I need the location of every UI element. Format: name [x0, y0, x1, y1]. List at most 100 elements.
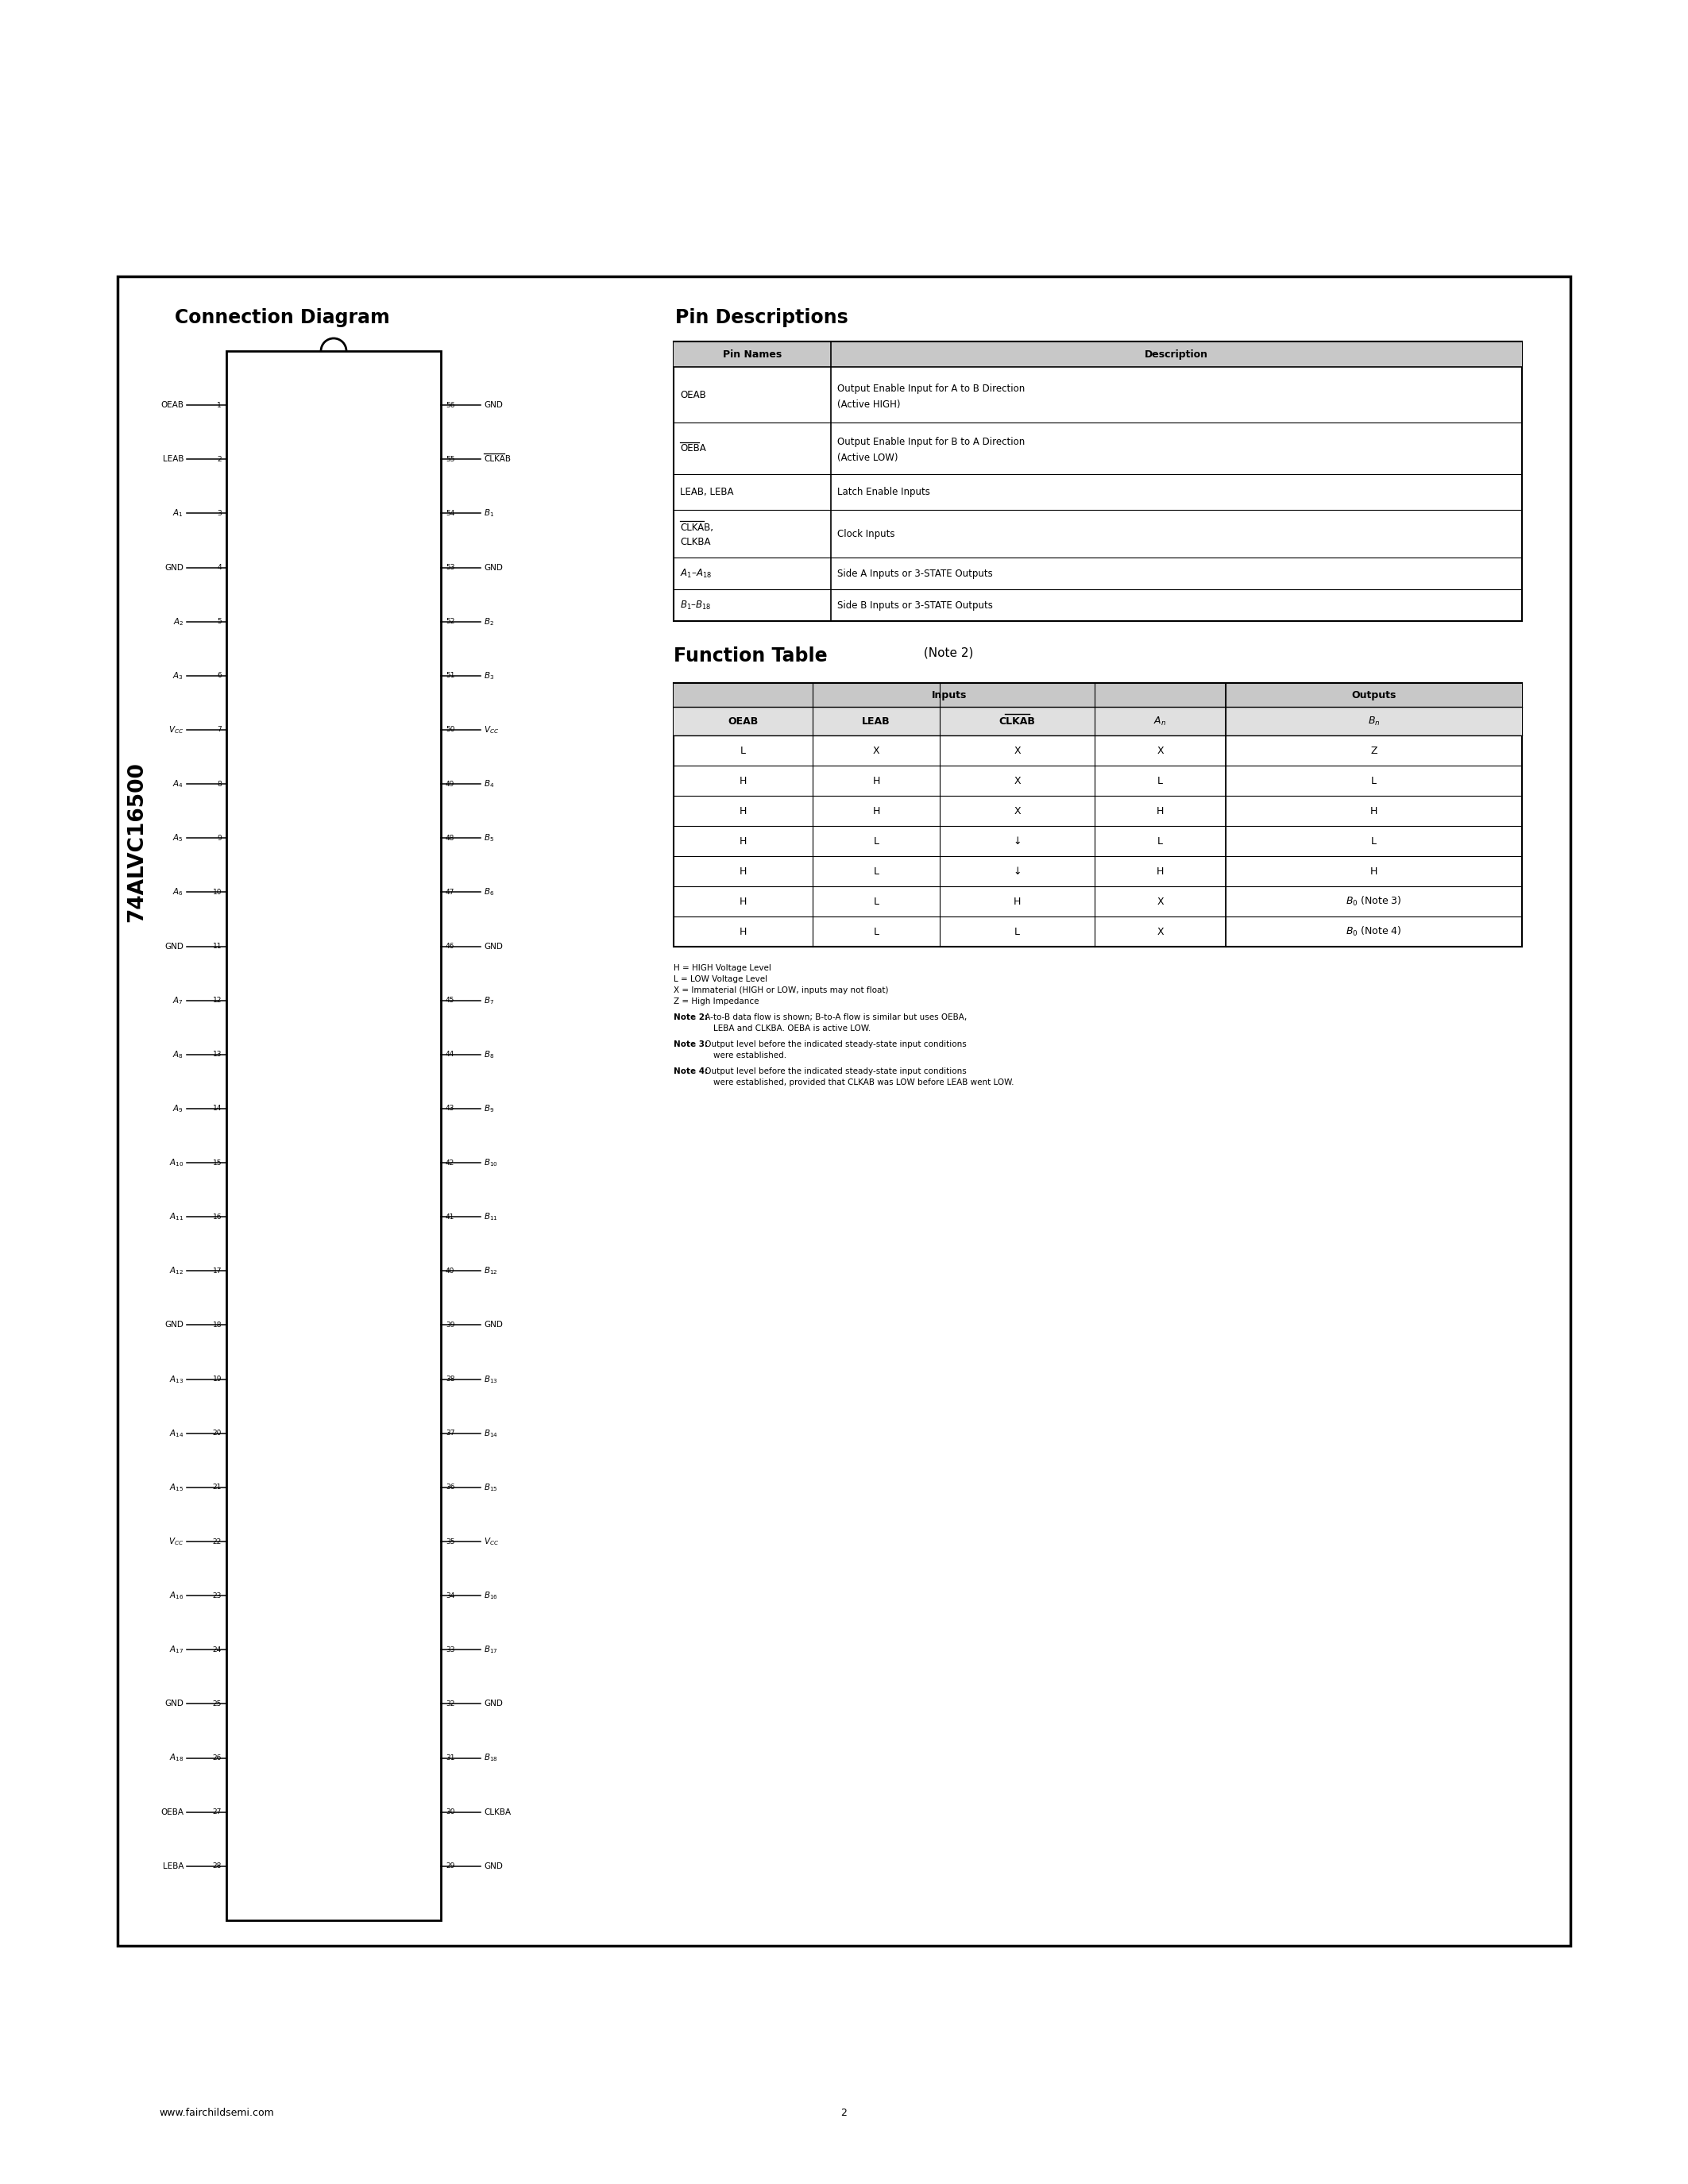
Text: $A_8$: $A_8$	[172, 1048, 184, 1059]
Text: $B_{13}$: $B_{13}$	[484, 1374, 498, 1385]
Text: 25: 25	[213, 1701, 221, 1708]
Text: Note 4:: Note 4:	[674, 1068, 707, 1075]
Text: Function Table: Function Table	[674, 646, 827, 666]
Text: OEBA: OEBA	[680, 443, 706, 454]
Text: 20: 20	[213, 1431, 221, 1437]
Text: H: H	[873, 775, 879, 786]
Text: CLKAB,: CLKAB,	[680, 522, 714, 533]
Text: (Active HIGH): (Active HIGH)	[837, 400, 900, 408]
Text: L: L	[1371, 836, 1377, 845]
Text: (Active LOW): (Active LOW)	[837, 452, 898, 463]
Text: L: L	[1158, 836, 1163, 845]
Text: H: H	[1156, 867, 1165, 876]
Text: 16: 16	[213, 1214, 221, 1221]
Bar	[674, 341, 1523, 620]
Text: $B_9$: $B_9$	[484, 1103, 495, 1114]
Text: L = LOW Voltage Level: L = LOW Voltage Level	[674, 976, 768, 983]
Text: X: X	[1014, 745, 1021, 756]
Text: X: X	[1156, 895, 1163, 906]
Text: 32: 32	[446, 1701, 454, 1708]
Text: $B_0$ (Note 4): $B_0$ (Note 4)	[1345, 926, 1403, 937]
Text: LEBA and CLKBA. OEBA is active LOW.: LEBA and CLKBA. OEBA is active LOW.	[714, 1024, 871, 1033]
Text: 74ALVC16500: 74ALVC16500	[127, 762, 147, 922]
Text: $A_3$: $A_3$	[172, 670, 184, 681]
Text: 38: 38	[446, 1376, 454, 1382]
Text: 54: 54	[446, 509, 454, 518]
Text: 24: 24	[213, 1647, 221, 1653]
Text: $A_{11}$: $A_{11}$	[169, 1212, 184, 1223]
Text: $A_{12}$: $A_{12}$	[169, 1265, 184, 1275]
Text: H: H	[1013, 895, 1021, 906]
Text: L: L	[873, 836, 879, 845]
Text: 48: 48	[446, 834, 454, 841]
Text: $B_5$: $B_5$	[484, 832, 495, 843]
Text: 9: 9	[218, 834, 221, 841]
Text: H: H	[739, 806, 746, 817]
Text: Z = High Impedance: Z = High Impedance	[674, 998, 760, 1005]
Text: GND: GND	[484, 1699, 503, 1708]
Text: H: H	[1371, 806, 1377, 817]
Text: LEAB, LEBA: LEAB, LEBA	[680, 487, 734, 498]
Text: ↓: ↓	[1013, 836, 1021, 845]
Text: $V_{CC}$: $V_{CC}$	[484, 725, 500, 736]
Text: 8: 8	[218, 780, 221, 788]
Text: $B_1$: $B_1$	[484, 509, 495, 520]
Text: $B_{12}$: $B_{12}$	[484, 1265, 498, 1275]
Text: Output Enable Input for B to A Direction: Output Enable Input for B to A Direction	[837, 437, 1025, 448]
Text: CLKAB: CLKAB	[999, 716, 1035, 727]
Text: GND: GND	[484, 402, 503, 408]
Text: 12: 12	[213, 996, 221, 1005]
Text: ↓: ↓	[1013, 867, 1021, 876]
Text: L: L	[873, 867, 879, 876]
Text: 52: 52	[446, 618, 454, 625]
Text: $A_9$: $A_9$	[172, 1103, 184, 1114]
Text: 6: 6	[218, 673, 221, 679]
Text: GND: GND	[164, 1699, 184, 1708]
Text: GND: GND	[164, 1321, 184, 1330]
Text: Output Enable Input for A to B Direction: Output Enable Input for A to B Direction	[837, 382, 1025, 393]
Text: OEAB: OEAB	[728, 716, 758, 727]
Text: CLKBA: CLKBA	[680, 537, 711, 546]
Text: 44: 44	[446, 1051, 454, 1057]
Text: 41: 41	[446, 1214, 454, 1221]
Text: X: X	[1156, 745, 1163, 756]
Text: L: L	[873, 895, 879, 906]
Text: $A_4$: $A_4$	[172, 778, 184, 788]
Text: $A_6$: $A_6$	[172, 887, 184, 898]
Bar	[118, 277, 1570, 1946]
Text: 30: 30	[446, 1808, 454, 1815]
Text: Side A Inputs or 3-STATE Outputs: Side A Inputs or 3-STATE Outputs	[837, 568, 993, 579]
Text: H: H	[739, 867, 746, 876]
Text: 47: 47	[446, 889, 454, 895]
Text: 34: 34	[446, 1592, 454, 1599]
Text: 46: 46	[446, 943, 454, 950]
Text: were established, provided that CLKAB was LOW before LEAB went LOW.: were established, provided that CLKAB wa…	[714, 1079, 1014, 1085]
Text: 14: 14	[213, 1105, 221, 1112]
Text: 19: 19	[213, 1376, 221, 1382]
Text: 42: 42	[446, 1160, 454, 1166]
Text: LEAB: LEAB	[162, 454, 184, 463]
Text: 55: 55	[446, 456, 454, 463]
Text: $B_2$: $B_2$	[484, 616, 495, 627]
Text: 2: 2	[841, 2108, 847, 2118]
Text: Note 3:: Note 3:	[674, 1040, 707, 1048]
Text: www.fairchildsemi.com: www.fairchildsemi.com	[159, 2108, 273, 2118]
Text: $A_{16}$: $A_{16}$	[169, 1590, 184, 1601]
Bar	[674, 684, 1523, 708]
Text: X: X	[1156, 926, 1163, 937]
Bar	[674, 684, 1523, 946]
Text: 18: 18	[213, 1321, 221, 1328]
Text: GND: GND	[484, 563, 503, 572]
Text: 17: 17	[213, 1267, 221, 1275]
Text: 1: 1	[218, 402, 221, 408]
Text: $B_{15}$: $B_{15}$	[484, 1483, 498, 1494]
Text: $V_{CC}$: $V_{CC}$	[169, 1535, 184, 1546]
Text: 56: 56	[446, 402, 454, 408]
Text: 49: 49	[446, 780, 454, 788]
Text: OEAB: OEAB	[680, 389, 706, 400]
Text: H: H	[739, 926, 746, 937]
Text: 23: 23	[213, 1592, 221, 1599]
Bar	[674, 708, 1523, 736]
Text: Description: Description	[1144, 349, 1209, 360]
Text: OEBA: OEBA	[160, 1808, 184, 1817]
